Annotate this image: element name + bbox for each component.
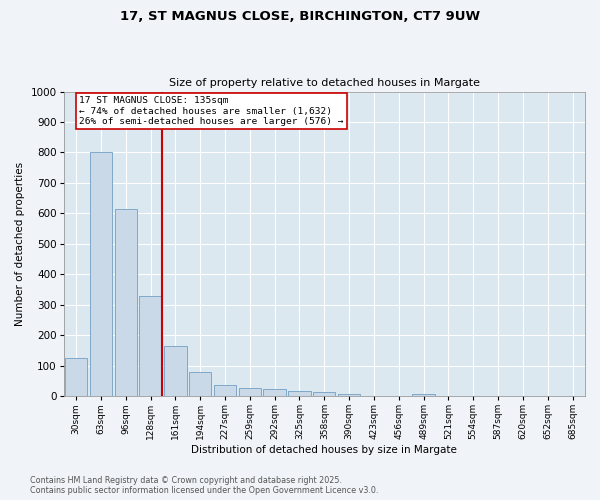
Bar (115, 209, 137, 396)
Bar (89, 152, 112, 396)
X-axis label: Distribution of detached houses by size in Margate: Distribution of detached houses by size … (191, 445, 457, 455)
Bar (214, 384, 236, 396)
Text: 17 ST MAGNUS CLOSE: 135sqm
← 74% of detached houses are smaller (1,632)
26% of s: 17 ST MAGNUS CLOSE: 135sqm ← 74% of deta… (79, 96, 344, 126)
Bar (139, 296, 161, 396)
Text: Contains HM Land Registry data © Crown copyright and database right 2025.
Contai: Contains HM Land Registry data © Crown c… (30, 476, 379, 495)
Bar (338, 394, 361, 396)
Text: 17, ST MAGNUS CLOSE, BIRCHINGTON, CT7 9UW: 17, ST MAGNUS CLOSE, BIRCHINGTON, CT7 9U… (120, 10, 480, 23)
Bar (164, 346, 187, 396)
Bar (263, 388, 286, 396)
Bar (412, 394, 435, 396)
Bar (313, 392, 335, 396)
Bar (65, 358, 87, 396)
Bar (239, 388, 261, 396)
Title: Size of property relative to detached houses in Margate: Size of property relative to detached ho… (169, 78, 480, 88)
Bar (189, 372, 211, 396)
Bar (289, 390, 311, 396)
Y-axis label: Number of detached properties: Number of detached properties (15, 162, 25, 326)
